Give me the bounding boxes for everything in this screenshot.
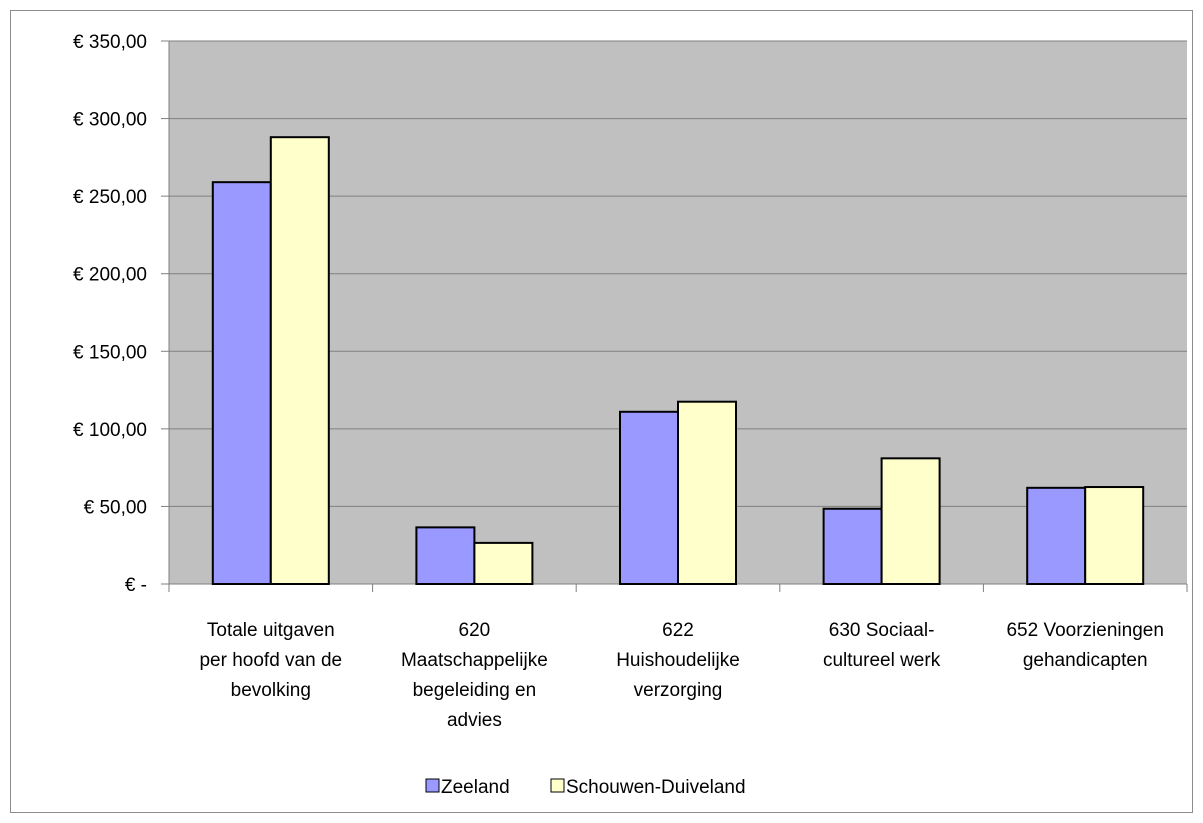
bar-zeeland <box>211 181 272 585</box>
legend-label: Zeeland <box>441 777 510 798</box>
bar-schouwen-duiveland <box>677 400 737 586</box>
x-category-label: cultureel werk <box>823 650 941 671</box>
x-category-label: Totale uitgaven <box>207 620 335 641</box>
legend-swatch <box>425 778 440 793</box>
x-category-label: 630 Sociaal- <box>829 620 935 641</box>
y-tick-label: € - <box>125 575 147 596</box>
x-category-label: Maatschappelijke <box>401 650 548 671</box>
x-category-label: advies <box>447 710 502 731</box>
bar-zeeland <box>619 410 679 586</box>
x-category-label: begeleiding en <box>413 680 537 701</box>
legend-swatch <box>550 778 565 793</box>
x-category-label: per hoofd van de <box>199 650 342 671</box>
y-tick-label: € 150,00 <box>73 342 147 363</box>
bar-schouwen-duiveland <box>473 541 534 586</box>
bar-schouwen-duiveland <box>1084 486 1145 585</box>
x-category-label: 622 <box>662 620 694 641</box>
y-tick-label: € 250,00 <box>73 187 147 208</box>
x-category-label: bevolking <box>231 680 311 701</box>
bar-zeeland <box>415 526 476 586</box>
bar-zeeland <box>822 507 883 585</box>
x-category-label: Huishoudelijke <box>616 650 740 671</box>
y-tick-label: € 200,00 <box>73 265 147 286</box>
bar-schouwen-duiveland <box>880 457 941 585</box>
x-category-label: gehandicapten <box>1023 650 1148 671</box>
bar-schouwen-duiveland <box>269 136 330 585</box>
x-category-label: 652 Voorzieningen <box>1006 620 1163 641</box>
x-category-label: 620 <box>459 620 491 641</box>
x-category-label: verzorging <box>634 680 723 701</box>
y-tick-label: € 350,00 <box>73 32 147 53</box>
y-tick-label: € 100,00 <box>73 420 147 441</box>
bar-zeeland <box>1026 486 1087 585</box>
y-tick-label: € 300,00 <box>73 110 147 131</box>
y-tick-label: € 50,00 <box>84 497 147 518</box>
legend-label: Schouwen-Duiveland <box>566 777 746 798</box>
